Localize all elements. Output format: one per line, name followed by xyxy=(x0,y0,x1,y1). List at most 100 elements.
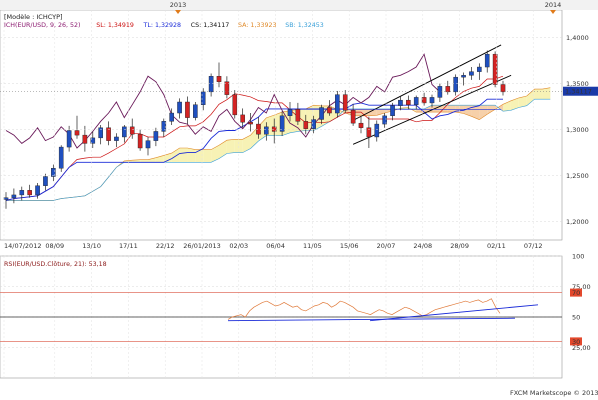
candle-body xyxy=(319,107,324,120)
cloud-segment xyxy=(242,135,251,153)
footer-copyright: FXCM Marketscope © 2013 xyxy=(510,389,598,397)
legend-entry: CS: 1,34117 xyxy=(191,22,230,29)
cloud-segment xyxy=(542,87,551,100)
candle-body xyxy=(153,131,159,141)
cloud-segment xyxy=(534,89,543,100)
rsi-level-label: 30 xyxy=(572,338,580,346)
candle-body xyxy=(193,104,198,118)
x-tick-label: 08/09 xyxy=(45,242,64,250)
legend-entry: ICH(EUR/USD, 9, 26, 52) xyxy=(4,22,80,29)
candle-body xyxy=(271,126,277,132)
candle-body xyxy=(484,53,490,68)
legend-entry: SB: 1,32453 xyxy=(285,22,323,29)
candle-body xyxy=(287,109,293,117)
candle-body xyxy=(98,127,103,139)
cloud-segment xyxy=(187,148,196,163)
legend-entry: SA: 1,33923 xyxy=(238,22,276,29)
candle-body xyxy=(185,101,190,118)
x-tick-label: 24/08 xyxy=(413,242,432,250)
legend-entry: TL: 1,32928 xyxy=(143,22,182,29)
candle-body xyxy=(129,126,135,135)
cloud-segment xyxy=(195,149,204,163)
candle-body xyxy=(114,136,119,141)
candle-body xyxy=(413,97,419,105)
candle-body xyxy=(358,122,364,128)
x-tick-label: 02/11 xyxy=(487,242,506,250)
rsi-tick-label: 100 xyxy=(572,253,584,261)
x-tick-label: 28/09 xyxy=(450,242,469,250)
cloud-segment xyxy=(487,105,496,115)
channel-lower xyxy=(352,74,512,145)
rsi-level-box xyxy=(570,337,582,346)
year-marker: 2013 xyxy=(170,1,187,9)
candle-body xyxy=(477,66,482,72)
x-tick-label: 06/04 xyxy=(266,242,285,250)
candle-body xyxy=(106,127,111,141)
candle-body xyxy=(295,109,301,122)
cloud-segment xyxy=(526,89,535,106)
rsi-line xyxy=(227,298,501,320)
candle-body xyxy=(256,123,261,135)
legend: ICH(EUR/USD, 9, 26, 52) SL: 1,34919 TL: 1,… xyxy=(4,22,324,29)
candle-body xyxy=(90,137,96,144)
candle-body xyxy=(35,185,40,196)
rsi-trendline-flat xyxy=(227,317,516,322)
cloud-segment xyxy=(479,105,488,120)
x-tick-label: 22/12 xyxy=(156,242,175,250)
kijun-line xyxy=(5,98,503,201)
rsi-trendline-rising xyxy=(369,304,539,322)
candle-body xyxy=(216,76,222,82)
cloud-segment xyxy=(416,108,425,113)
candle-body xyxy=(43,176,48,186)
candle-body xyxy=(137,133,143,149)
cloud-segment xyxy=(368,108,377,116)
cloud-segment xyxy=(376,108,385,116)
candle-body xyxy=(51,168,56,177)
x-tick-label: 15/06 xyxy=(340,242,359,250)
candle-body xyxy=(224,81,230,95)
senkou-span-b xyxy=(6,98,551,201)
cloud-segment xyxy=(124,160,133,163)
x-tick-label: 11/05 xyxy=(303,242,322,250)
cloud-segment xyxy=(140,159,148,163)
last-price-box xyxy=(563,86,598,96)
candle-body xyxy=(240,114,245,123)
cloud-segment xyxy=(148,157,156,163)
cloud-segment xyxy=(447,105,456,113)
candle-body xyxy=(311,119,316,129)
candle-body xyxy=(461,75,466,78)
x-tick-label: 07/12 xyxy=(524,242,543,250)
y-tick-label: 1,3000 xyxy=(566,126,589,134)
cloud-segment xyxy=(258,117,267,142)
cloud-segment xyxy=(234,139,243,153)
cloud-segment xyxy=(510,97,519,111)
legend-entry: SL: 1,34919 xyxy=(96,22,134,29)
candle-body xyxy=(145,140,151,149)
cloud-segment xyxy=(219,140,227,159)
candle-body xyxy=(279,115,285,132)
x-tick-label: 14/07/2012 xyxy=(4,242,41,250)
y-tick-label: 1,3500 xyxy=(566,80,589,88)
candle-body xyxy=(248,122,253,125)
candle-body xyxy=(58,146,64,169)
candle-body xyxy=(264,126,269,135)
y-tick-label: 1,2000 xyxy=(566,218,589,226)
date-strip xyxy=(0,0,598,10)
x-tick-label: 20/07 xyxy=(377,242,396,250)
candle-body xyxy=(3,197,9,200)
cloud-segment xyxy=(226,139,235,154)
candle-body xyxy=(208,76,214,93)
candle-body xyxy=(445,86,451,93)
rsi-level-box xyxy=(570,288,582,297)
rsi-title: RSI(EUR/USD.Clôture, 21): 53,18 xyxy=(4,260,107,268)
cloud-segment xyxy=(155,155,164,163)
candle-body xyxy=(19,190,25,196)
cloud-segment xyxy=(171,148,180,163)
last-price-label: 1,34117 xyxy=(565,88,592,96)
year-marker: 2014 xyxy=(545,1,562,9)
candle-body xyxy=(66,130,72,148)
cloud-segment xyxy=(432,105,440,113)
candle-body xyxy=(27,190,32,196)
